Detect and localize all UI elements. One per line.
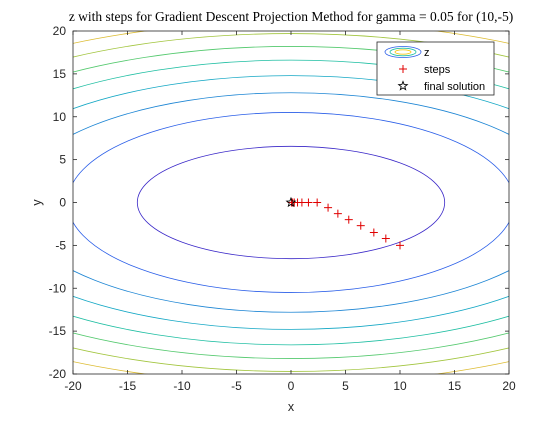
y-tick-label: -20: [49, 367, 67, 381]
contour-level-3: [73, 92, 509, 313]
x-tick-label: 15: [448, 379, 462, 393]
y-tick-label: 20: [53, 24, 67, 38]
y-tick-label: 0: [59, 196, 66, 210]
x-tick-label: 10: [393, 379, 407, 393]
step-marker: [381, 234, 390, 243]
step-marker: [324, 203, 333, 212]
y-tick-label: 5: [59, 153, 66, 167]
contour-level-5: [73, 59, 509, 346]
y-tick-label: -10: [49, 281, 67, 295]
y-tick-label: -5: [55, 238, 66, 252]
step-marker: [396, 241, 404, 250]
legend: z steps final solution: [376, 41, 495, 96]
step-marker: [356, 221, 365, 230]
series-layer: [285, 196, 404, 250]
legend-label-final-solution: final solution: [424, 81, 485, 93]
legend-entry-final-solution: final solution: [397, 80, 485, 93]
x-axis-label: x: [288, 400, 295, 414]
legend-contour-swatch: [384, 46, 422, 58]
legend-label-z: z: [424, 47, 430, 59]
x-tick-label: 0: [288, 379, 295, 393]
y-tick-label: -15: [49, 324, 67, 338]
legend-entry-z: z: [384, 46, 430, 59]
y-axis-label: y: [30, 199, 44, 206]
chart-title: z with steps for Gradient Descent Projec…: [69, 9, 513, 24]
legend-label-steps: steps: [424, 64, 451, 76]
contour-level-2: [73, 112, 509, 293]
step-marker: [333, 209, 342, 218]
legend-star-marker: [397, 80, 409, 91]
final-solution-marker: [285, 196, 297, 208]
legend-entry-steps: steps: [399, 64, 451, 76]
step-marker: [313, 198, 322, 207]
x-tick-label: 5: [342, 379, 349, 393]
legend-plus-marker: [399, 65, 407, 73]
axis-ticks: -20 -15 -10 -5 0 5 10 15 20 -20 -15 -10 -5 0 5 10 15 20: [49, 24, 516, 393]
x-tick-label: 20: [502, 379, 516, 393]
y-tick-label: 10: [53, 110, 67, 124]
x-tick-label: -20: [64, 379, 82, 393]
step-marker: [344, 215, 353, 224]
contour-level-4: [73, 75, 509, 330]
contour-level-6: [73, 46, 509, 359]
step-marker: [369, 228, 378, 237]
x-tick-label: -10: [173, 379, 191, 393]
y-tick-label: 15: [53, 67, 67, 81]
contour-level-1: [136, 145, 446, 260]
x-tick-label: -15: [119, 379, 137, 393]
x-tick-label: -5: [231, 379, 242, 393]
